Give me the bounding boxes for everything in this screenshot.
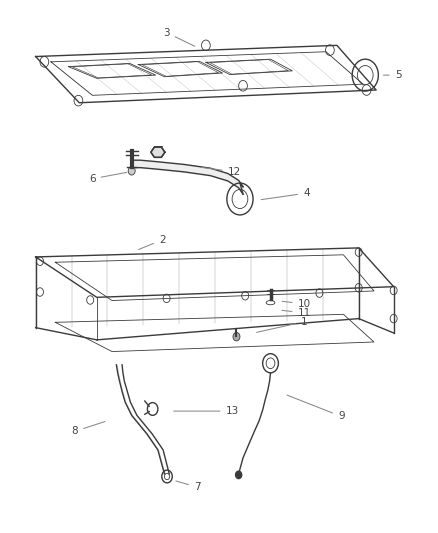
Text: 7: 7 (176, 481, 201, 492)
Text: 10: 10 (282, 298, 311, 309)
Text: 13: 13 (174, 406, 239, 416)
Text: 8: 8 (71, 422, 105, 437)
Circle shape (236, 471, 242, 479)
Text: 4: 4 (261, 188, 310, 200)
Text: 1: 1 (257, 317, 307, 333)
Text: 12: 12 (202, 167, 241, 177)
Circle shape (128, 166, 135, 175)
Text: 5: 5 (383, 70, 401, 80)
Text: 2: 2 (138, 235, 166, 249)
Text: 3: 3 (163, 28, 194, 46)
Text: 6: 6 (89, 172, 127, 184)
Text: 9: 9 (287, 395, 345, 422)
Text: 11: 11 (282, 308, 311, 318)
Circle shape (233, 333, 240, 341)
Polygon shape (151, 147, 165, 157)
